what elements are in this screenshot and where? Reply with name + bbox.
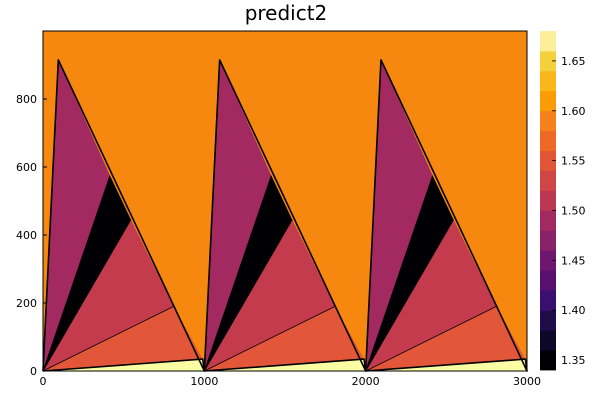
y-tick-label: 800 [16, 93, 37, 106]
contour-line-1-3 [42, 306, 174, 372]
contour-line-2-3 [204, 306, 336, 372]
colorbar-tick-label: 1.35 [561, 354, 586, 367]
colorbar-swatch [540, 270, 556, 291]
colorbar-swatch [540, 290, 556, 311]
colorbar-swatch [540, 110, 556, 132]
region-1-2 [43, 175, 131, 371]
colorbar-swatch [540, 50, 556, 72]
y-tick-label: 0 [30, 365, 37, 378]
colorbar-swatch [540, 230, 556, 251]
x-axis: 0 1000 2000 3000 [40, 367, 541, 388]
colorbar-swatch [540, 310, 556, 331]
region-3-3 [365, 219, 497, 371]
contour-line-2-2 [203, 219, 293, 372]
contour-line-2-1 [203, 175, 272, 372]
colorbar-swatch [540, 31, 556, 52]
region-1-4 [43, 306, 203, 371]
colorbar-swatch [540, 150, 556, 171]
colorbar-swatch [540, 350, 556, 371]
region-2-3 [204, 219, 336, 371]
x-tick-label: 1000 [190, 375, 218, 388]
region-1-3 [43, 219, 174, 371]
x-tick-label: 0 [40, 375, 47, 388]
colorbar-swatch [540, 210, 556, 231]
region-2-2 [204, 175, 293, 371]
colorbar-tick-label: 1.45 [561, 254, 586, 267]
colorbar-tick-label: 1.40 [561, 304, 586, 317]
x-tick-label: 2000 [352, 375, 380, 388]
colorbar-swatch [540, 90, 556, 112]
contour-line-1-2 [42, 219, 132, 372]
y-axis: 0 200 400 600 800 [16, 93, 47, 378]
colorbar-swatch [540, 170, 556, 191]
colorbar-swatch [540, 250, 556, 271]
colorbar-tick-label: 1.50 [561, 204, 586, 217]
contour-line-3-2 [365, 219, 454, 372]
colorbar-tick-label: 1.55 [561, 155, 586, 168]
plot-frame [42, 30, 528, 372]
colorbar-swatch [540, 330, 556, 351]
region-2-1 [204, 59, 272, 372]
chart-title: predict2 [245, 1, 328, 25]
colorbar-swatch [540, 70, 556, 92]
region-3-2 [365, 175, 454, 371]
contour-line-1-1 [42, 175, 111, 372]
region-2-4 [204, 306, 365, 371]
colorbar-tick-label: 1.60 [561, 105, 586, 118]
contour-line-3-3 [365, 306, 497, 372]
region-1-1 [43, 59, 110, 372]
y-tick-label: 200 [16, 297, 37, 310]
colorbar: 1.35 1.40 1.45 1.50 1.55 1.60 1.65 [540, 31, 586, 371]
region-3-4 [365, 306, 526, 371]
colorbar-swatch [540, 130, 556, 152]
y-tick-label: 600 [16, 161, 37, 174]
colorbar-swatch [540, 190, 556, 211]
colorbar-tick-label: 1.65 [561, 55, 586, 68]
y-tick-label: 400 [16, 229, 37, 242]
x-tick-label: 3000 [513, 375, 541, 388]
plot-area [42, 30, 528, 372]
contour-line-3-1 [365, 175, 433, 372]
region-3-1 [365, 59, 433, 372]
